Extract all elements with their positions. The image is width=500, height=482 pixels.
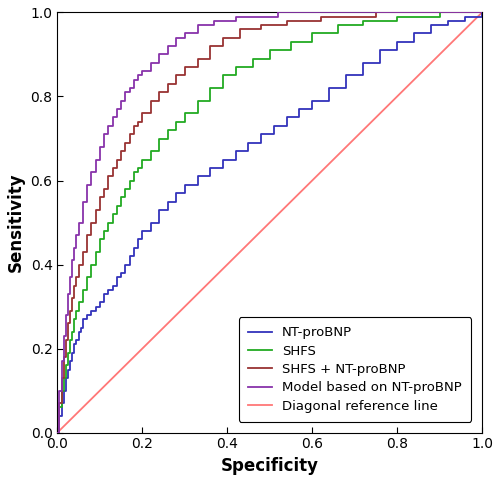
Y-axis label: Sensitivity: Sensitivity — [7, 173, 25, 272]
X-axis label: Specificity: Specificity — [220, 457, 318, 475]
Legend: NT-proBNP, SHFS, SHFS + NT-proBNP, Model based on NT-proBNP, Diagonal reference : NT-proBNP, SHFS, SHFS + NT-proBNP, Model… — [238, 317, 471, 422]
